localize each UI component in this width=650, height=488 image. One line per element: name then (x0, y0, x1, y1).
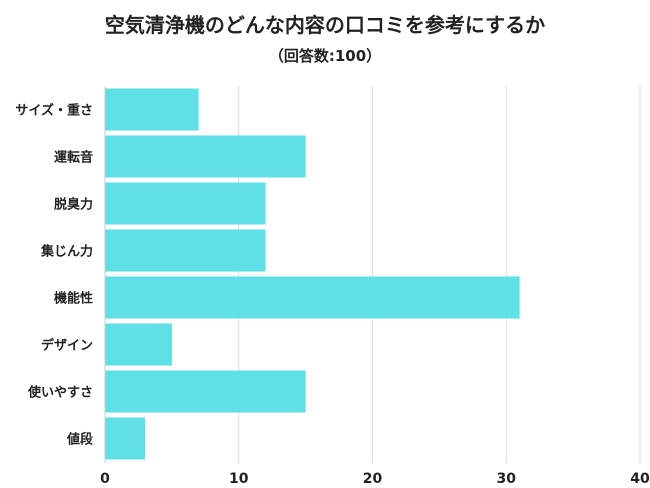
category-label-7: 値段 (66, 432, 93, 448)
bar-5 (105, 323, 172, 366)
bar-2 (105, 182, 266, 225)
category-label-1: 運転音 (54, 150, 93, 166)
category-label-3: 集じん力 (40, 244, 93, 260)
chart-title: 空気清浄機のどんな内容の口コミを参考にするか (104, 13, 546, 37)
bar-0 (105, 88, 199, 131)
x-tick-label-10: 10 (229, 471, 249, 487)
chart-subtitle: （回答数:100） (268, 47, 382, 65)
bar-1 (105, 135, 306, 178)
x-tick-label-20: 20 (363, 471, 383, 487)
category-label-5: デザイン (41, 338, 93, 354)
category-label-0: サイズ・重さ (15, 103, 93, 119)
bar-3 (105, 229, 266, 272)
bar-4 (105, 276, 520, 319)
bar-7 (105, 417, 146, 460)
x-tick-label-0: 0 (100, 471, 110, 487)
x-tick-label-40: 40 (630, 471, 650, 487)
category-label-2: 脱臭力 (54, 197, 93, 213)
category-label-6: 使いやすさ (27, 385, 93, 401)
bar-6 (105, 370, 306, 413)
x-tick-label-30: 30 (497, 471, 517, 487)
category-label-4: 機能性 (54, 291, 93, 307)
